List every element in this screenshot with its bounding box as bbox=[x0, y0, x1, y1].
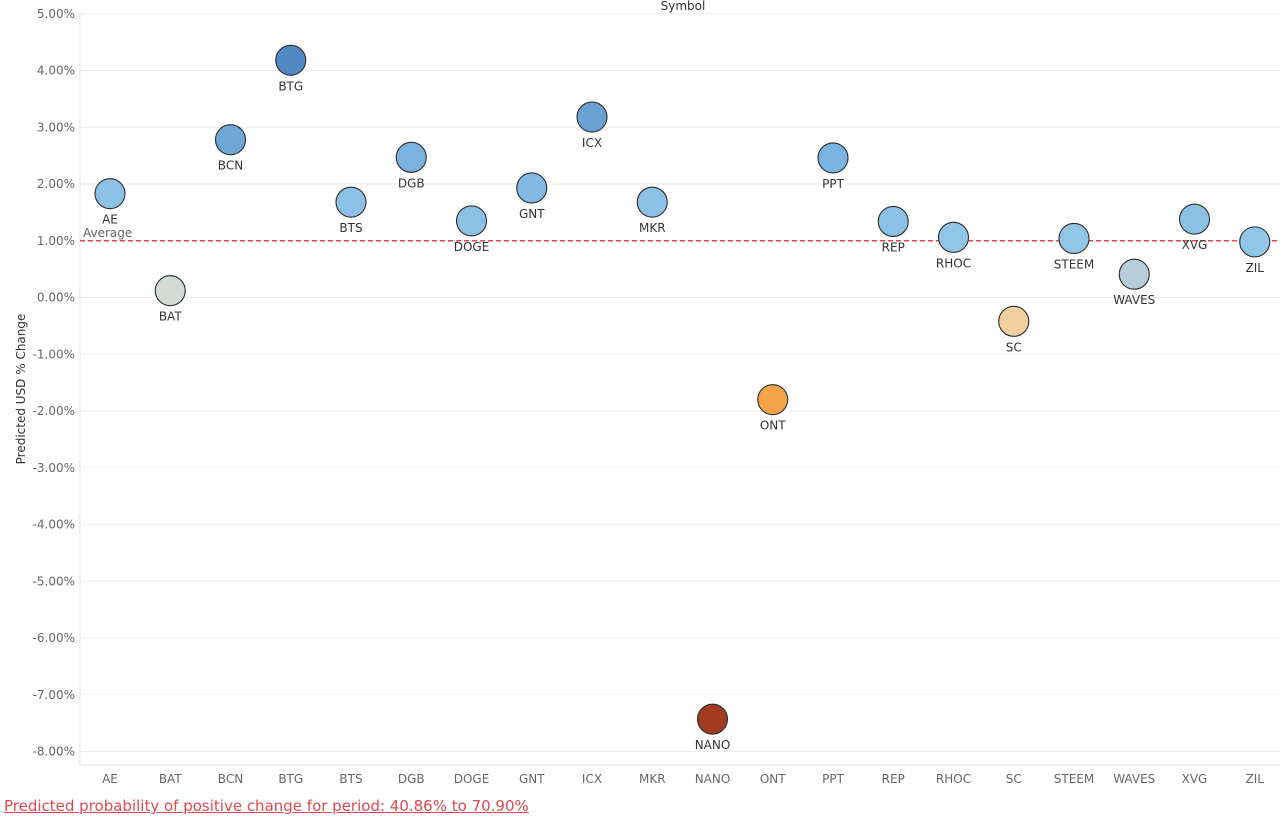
point-label: WAVES bbox=[1113, 293, 1155, 307]
y-axis-title: Predicted USD % Change bbox=[14, 314, 28, 465]
data-point bbox=[877, 205, 909, 238]
x-tick-label: STEEM bbox=[1054, 772, 1094, 786]
point-label: STEEM bbox=[1054, 257, 1094, 271]
x-tick-label: SC bbox=[1006, 772, 1022, 786]
y-tick-label: -7.00% bbox=[33, 688, 75, 702]
data-point bbox=[998, 305, 1030, 337]
point-label: ONT bbox=[760, 419, 786, 433]
point-label: SC bbox=[1006, 340, 1022, 354]
point-label: DOGE bbox=[454, 240, 490, 254]
point-label: REP bbox=[882, 240, 905, 254]
data-point bbox=[154, 275, 186, 307]
point-label: ZIL bbox=[1246, 261, 1265, 275]
data-point bbox=[696, 703, 729, 735]
x-tick-label: ICX bbox=[582, 772, 602, 786]
point-label: AE bbox=[102, 213, 118, 227]
y-tick-label: 5.00% bbox=[37, 7, 75, 21]
x-tick-label: AE bbox=[102, 772, 118, 786]
point-label: RHOC bbox=[936, 256, 971, 270]
y-tick-label: -8.00% bbox=[33, 745, 75, 759]
point-label: GNT bbox=[519, 207, 545, 221]
data-point bbox=[455, 205, 488, 237]
y-tick-label: 4.00% bbox=[37, 64, 75, 78]
y-tick-label: 2.00% bbox=[37, 177, 75, 191]
x-tick-label: RHOC bbox=[936, 772, 971, 786]
x-tick-label: DGB bbox=[398, 772, 425, 786]
x-tick-label: REP bbox=[882, 772, 905, 786]
x-tick-label: MKR bbox=[639, 772, 666, 786]
point-label: ICX bbox=[582, 136, 602, 150]
data-point bbox=[395, 141, 427, 173]
y-tick-label: -2.00% bbox=[33, 404, 75, 418]
data-point bbox=[516, 172, 548, 204]
data-point bbox=[1118, 258, 1150, 290]
y-tick-label: 1.00% bbox=[37, 234, 75, 248]
data-point bbox=[817, 142, 849, 174]
data-point bbox=[1058, 222, 1090, 255]
point-label: XVG bbox=[1182, 238, 1208, 252]
point-labels: AE BAT BCN BTG BTS DGB DOGE GNT ICX MKR NANO ONT PPT… bbox=[102, 79, 1264, 752]
point-label: PPT bbox=[822, 177, 844, 191]
data-point bbox=[1239, 226, 1271, 258]
x-tick-label: XVG bbox=[1182, 772, 1208, 786]
data-point bbox=[1178, 203, 1211, 235]
y-axis-ticks: 5.00% 4.00% 3.00% 2.00% 1.00% 0.00% -1.00% -2.0… bbox=[33, 7, 75, 759]
data-point bbox=[576, 101, 608, 133]
y-tick-label: -3.00% bbox=[33, 461, 75, 475]
x-tick-label: ONT bbox=[760, 772, 786, 786]
average-label: Average bbox=[83, 226, 132, 240]
x-tick-label: PPT bbox=[822, 772, 844, 786]
y-tick-label: -4.00% bbox=[33, 518, 75, 532]
gridlines bbox=[79, 13, 1280, 766]
point-label: BTS bbox=[339, 221, 362, 235]
point-label: MKR bbox=[639, 221, 666, 235]
probability-footer-link[interactable]: Predicted probability of positive change… bbox=[4, 797, 529, 815]
x-tick-label: BTS bbox=[339, 772, 362, 786]
data-point bbox=[335, 186, 367, 218]
x-tick-label: BAT bbox=[159, 772, 183, 786]
data-point bbox=[636, 186, 668, 218]
point-label: BCN bbox=[218, 159, 243, 173]
data-point bbox=[757, 384, 789, 416]
point-label: NANO bbox=[695, 738, 731, 752]
y-tick-label: -6.00% bbox=[33, 631, 75, 645]
x-tick-label: ZIL bbox=[1246, 772, 1265, 786]
point-label: BAT bbox=[159, 310, 183, 324]
x-tick-label: BCN bbox=[218, 772, 243, 786]
x-tick-label: DOGE bbox=[454, 772, 490, 786]
x-tick-label: NANO bbox=[695, 772, 731, 786]
point-label: DGB bbox=[398, 176, 425, 190]
y-tick-label: 0.00% bbox=[37, 291, 75, 305]
x-axis-ticks: AE BAT BCN BTG BTS DGB DOGE GNT ICX MKR NANO ONT PPT… bbox=[102, 772, 1264, 786]
scatter-chart: Symbol 5.00% 4.00% 3.00% 2.00% 1.00% 0.00% -1.… bbox=[14, 0, 1280, 786]
y-tick-label: 3.00% bbox=[37, 120, 75, 134]
data-point bbox=[214, 124, 247, 156]
data-point bbox=[275, 44, 307, 76]
data-point bbox=[94, 178, 126, 210]
average-reference-line: Average bbox=[80, 226, 1280, 242]
chart-header-title: Symbol bbox=[661, 0, 706, 13]
point-label: BTG bbox=[278, 79, 303, 93]
x-tick-label: GNT bbox=[519, 772, 545, 786]
x-tick-label: BTG bbox=[278, 772, 303, 786]
data-points bbox=[94, 44, 1271, 735]
data-point bbox=[937, 221, 970, 253]
y-tick-label: -1.00% bbox=[33, 347, 75, 361]
x-tick-label: WAVES bbox=[1113, 772, 1155, 786]
y-tick-label: -5.00% bbox=[33, 574, 75, 588]
